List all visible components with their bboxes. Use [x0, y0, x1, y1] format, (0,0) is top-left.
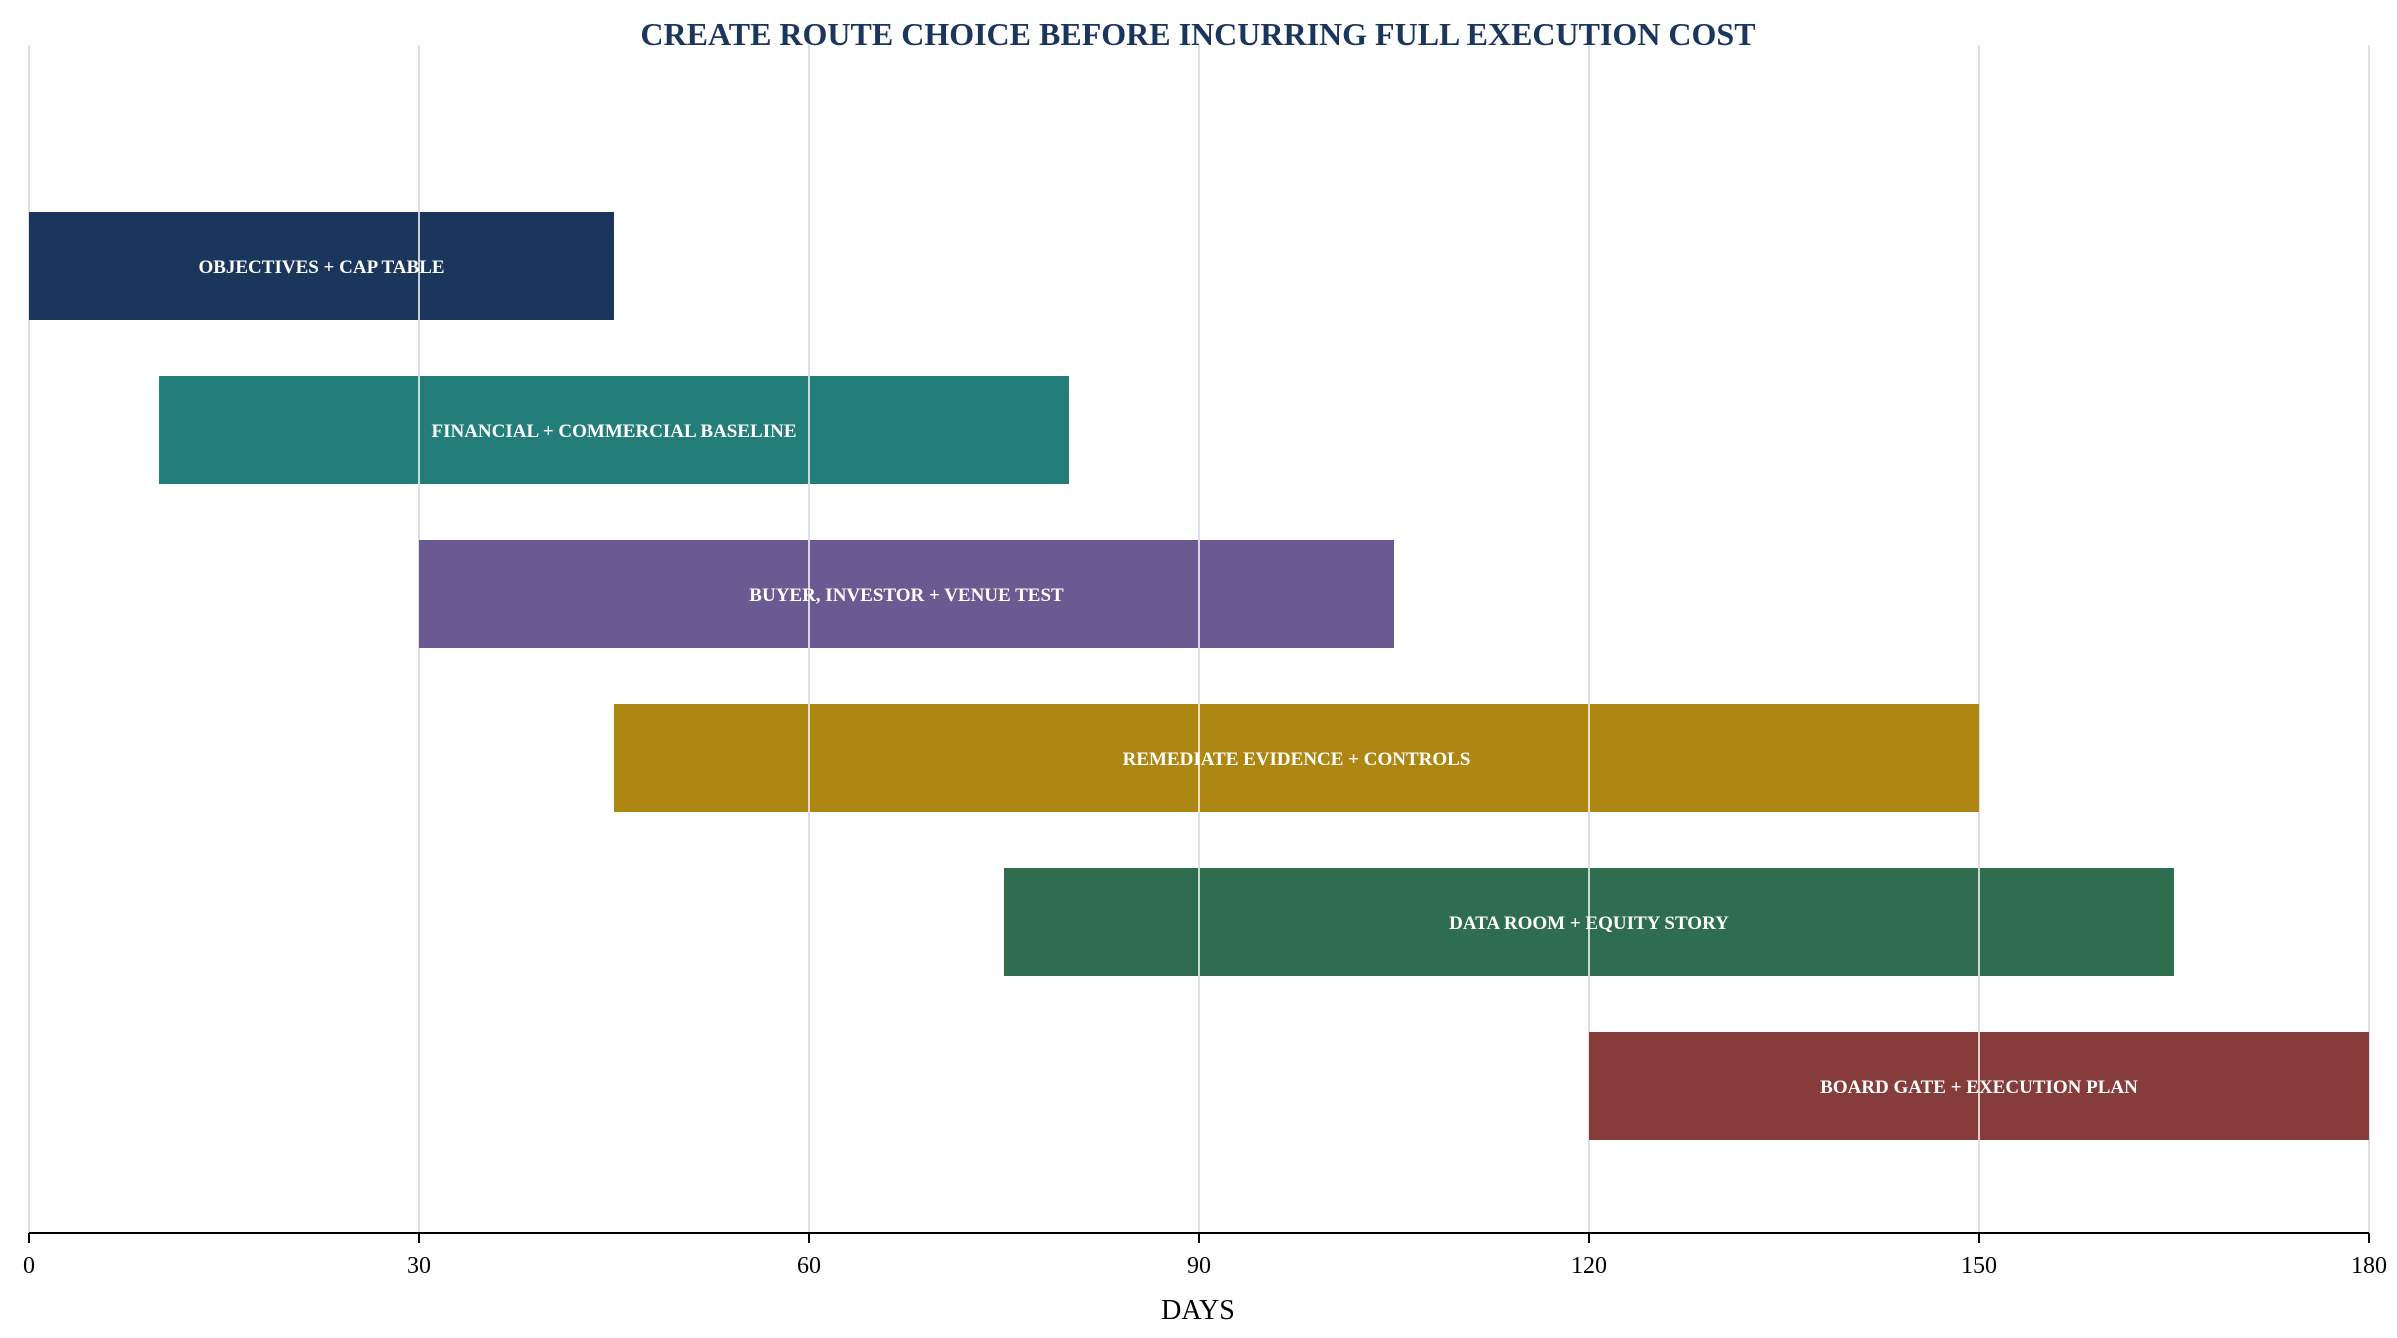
x-tick-label-180: 180 [2351, 1253, 2387, 1279]
x-axis-label: DAYS [1161, 1295, 1235, 1326]
task-bar-4 [614, 704, 1979, 812]
x-tick-label-150: 150 [1961, 1253, 1997, 1279]
x-tick-label-90: 90 [1187, 1253, 1211, 1279]
x-axis: 0 30 60 90 120 150 180 [23, 1232, 2387, 1279]
bar-labels: OBJECTIVES + CAP TABLE FINANCIAL + COMMER… [198, 257, 2138, 1098]
x-tick-label-60: 60 [797, 1253, 821, 1279]
task-label-5: DATA ROOM + EQUITY STORY [1449, 913, 1729, 934]
x-tick-label-0: 0 [23, 1253, 35, 1279]
task-label-3: BUYER, INVESTOR + VENUE TEST [749, 585, 1064, 606]
task-label-4: REMEDIATE EVIDENCE + CONTROLS [1123, 749, 1471, 770]
task-bar-3 [419, 540, 1394, 648]
task-bar-2 [159, 376, 1069, 484]
task-label-6: BOARD GATE + EXECUTION PLAN [1820, 1077, 2138, 1098]
x-tick-label-30: 30 [407, 1253, 431, 1279]
x-tick-label-120: 120 [1571, 1253, 1607, 1279]
grid-overlay [418, 212, 1980, 1140]
chart-title: CREATE ROUTE CHOICE BEFORE INCURRING FUL… [640, 16, 1755, 52]
task-label-1: OBJECTIVES + CAP TABLE [198, 257, 444, 278]
task-label-2: FINANCIAL + COMMERCIAL BASELINE [431, 421, 796, 442]
task-bar-1 [29, 212, 614, 320]
